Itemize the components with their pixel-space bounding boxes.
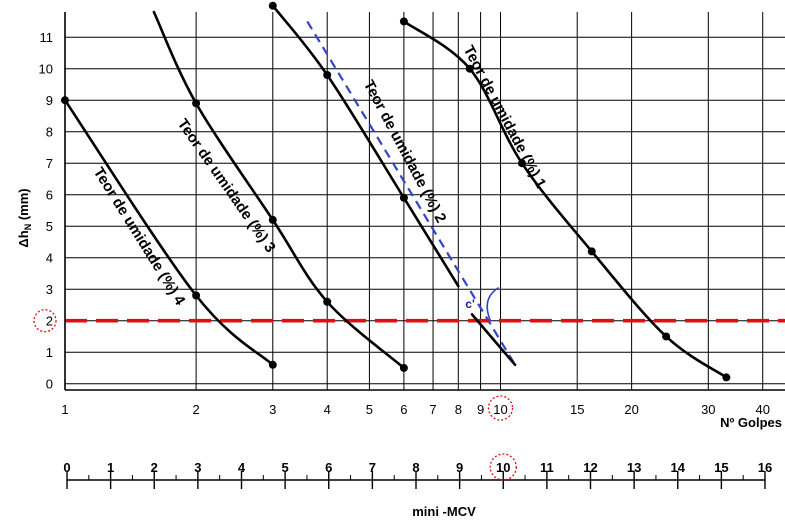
data-point [268,215,277,224]
x-tick-label: 6 [400,402,407,417]
y-tick-label: 8 [46,125,53,140]
y-tick-label: 7 [46,156,53,171]
x-tick-label: 9 [477,402,484,417]
series-curve-5 [470,313,517,367]
x-tick-label: 8 [455,402,462,417]
x-tick-label: 20 [624,402,638,417]
x-axis-label: Nº Golpes [720,415,782,430]
mini-mcv-tick-label: 4 [238,460,246,475]
series-markers [61,1,731,382]
y-axis-label: ΔhN (mm) [16,188,33,247]
data-point [399,17,408,26]
y-tick-label: 4 [46,251,53,266]
mini-mcv-title: mini -MCV [412,504,476,519]
y-tick-label: 1 [46,345,53,360]
series-label: Teor de umidade (%) 1 [460,43,550,191]
series-label: Teor de umidade (%) 3 [174,116,279,256]
y-tick-label: 2 [46,314,53,329]
data-point [587,247,596,256]
y-tick-label: 0 [46,377,53,392]
y-tick-label: 5 [46,219,53,234]
mini-mcv-tick-label: 9 [456,460,463,475]
mini-mcv-tick-label: 2 [151,460,158,475]
data-point [399,363,408,372]
data-point [722,373,731,382]
x-tick-label: 10 [493,402,507,417]
series-curve-4 [63,98,275,367]
circled-x-highlight [487,395,514,421]
mini-mcv-tick-label: 16 [758,460,772,475]
mini-mcv-circled-highlight [489,453,517,481]
circled-y-highlight [33,309,57,333]
y-tick-label: 11 [40,30,54,45]
data-point [323,71,332,79]
data-point [268,360,277,369]
mini-mcv-tick-label: 13 [627,460,641,475]
x-tick-label: 7 [429,402,436,417]
series-label: Teor de umidade (%) 4 [90,165,189,309]
mini-mcv-tick-label: 11 [540,460,554,475]
mini-mcv-axis: 0 1 2 3 4 5 6 7 8 9 10 11 12 13 14 15 16 [63,453,772,489]
x-tick-label: 3 [269,402,276,417]
x-tick-label: 5 [366,402,373,417]
x-tick-label: 4 [324,402,331,417]
series-curve-3 [152,10,406,370]
series-curve-2 [271,4,460,288]
angle-label: c' [465,297,475,311]
y-tick-label: 3 [46,282,53,297]
mini-mcv-tick-label: 6 [325,460,332,475]
x-tick-label: 2 [192,402,199,417]
mini-mcv-tick-label: 3 [194,460,201,475]
data-point [465,64,474,73]
mini-mcv-tick-label: 14 [671,460,686,475]
mini-mcv-tick-label: 8 [412,460,419,475]
data-point [517,159,526,168]
x-tick-label: 40 [755,402,769,417]
y-tick-label: 6 [46,188,53,203]
data-point [323,297,332,306]
data-point [192,291,201,300]
mini-mcv-tick-label: 7 [369,460,376,475]
mini-mcv-tick-label: 15 [714,460,728,475]
mini-mcv-tick-label: 1 [107,460,114,475]
angle-arc [486,286,500,323]
data-point [662,332,671,341]
mini-mcv-tick-label: 12 [583,460,597,475]
mini-mcv-tick-label: 5 [282,460,289,475]
x-tick-label: 30 [701,402,715,417]
reference-lines: c' [65,20,785,366]
data-point [399,193,408,202]
x-tick-label: 1 [61,402,68,417]
series-curve-1 [402,20,728,379]
y-tick-label: 10 [39,62,53,77]
blue-dashed-line [306,20,517,366]
mini-mcv-tick-label: 0 [63,460,70,475]
y-tick-label: 9 [46,93,53,108]
data-point [192,99,201,108]
x-tick-label: 15 [570,402,584,417]
data-point [268,1,277,10]
mini-mcv-tick-label: 10 [496,460,510,475]
